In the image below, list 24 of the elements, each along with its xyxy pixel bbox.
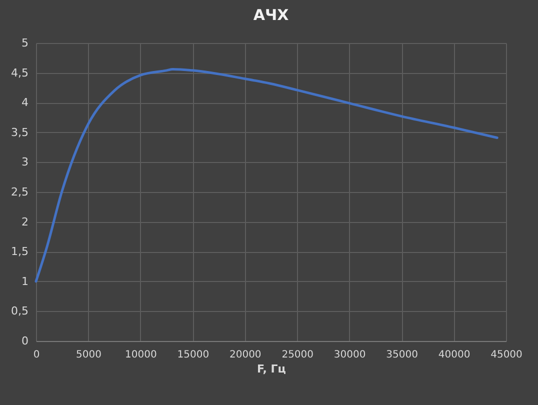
y-tick-label: 2 [22, 215, 28, 228]
y-tick-label: 2,5 [11, 186, 28, 198]
chart-title: АЧХ [253, 6, 290, 24]
x-tick-label: 30000 [334, 350, 366, 360]
y-tick-label: 1,5 [11, 245, 28, 258]
x-tick-label: 5000 [76, 350, 102, 360]
x-tick-label: 25000 [282, 350, 314, 360]
x-axis-title: F, Гц [257, 362, 286, 376]
y-tick-label: 3,5 [11, 126, 28, 139]
x-tick-label: 10000 [125, 350, 157, 360]
y-tick-label: 4 [22, 96, 28, 110]
x-tick-label: 35000 [386, 350, 418, 360]
line-series [34, 68, 498, 283]
x-tick-label: 40000 [438, 350, 470, 360]
y-tick-label: 0 [22, 334, 28, 348]
y-tick-label: 5 [22, 36, 28, 50]
y-tick-label: 3 [22, 156, 28, 169]
y-tick-label: 0,5 [11, 304, 28, 318]
x-tick-label: 45000 [490, 350, 522, 360]
x-tick-label: 15000 [177, 350, 210, 360]
x-tick-label: 0 [33, 350, 40, 360]
y-tick-label: 4,5 [11, 66, 28, 80]
y-tick-label: 1 [22, 274, 28, 288]
x-tick-label: 20000 [229, 350, 262, 360]
